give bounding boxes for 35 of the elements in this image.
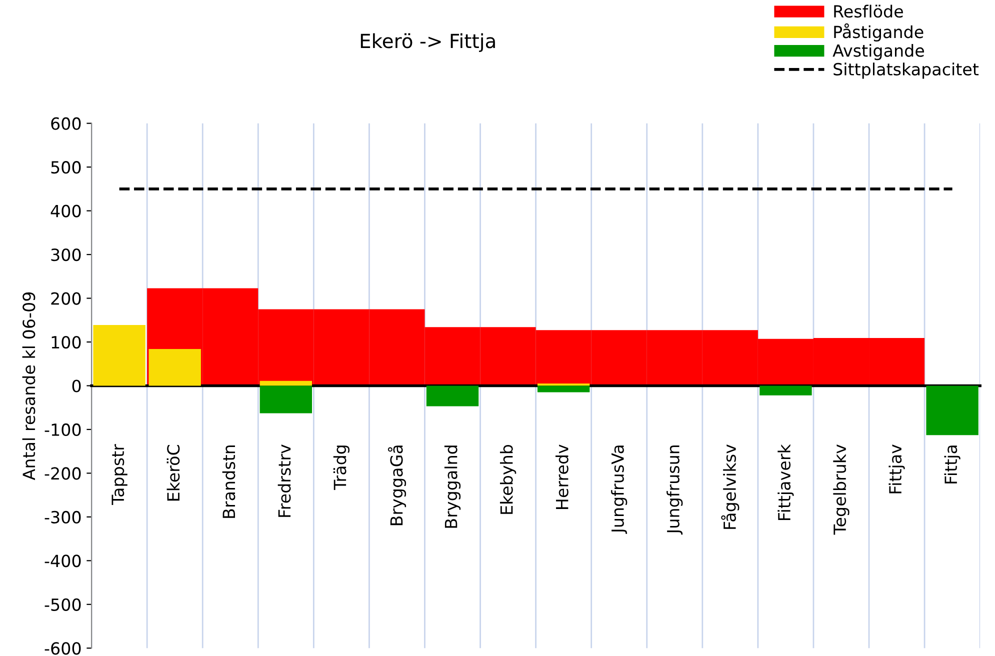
y-axis-title: Antal resande kl 06-09 [22,292,36,480]
y-tick-label: -500 [44,598,81,611]
y-tick-label: 300 [51,248,81,262]
y-tick-label: -300 [44,510,81,524]
legend-label: Sittplatskapacitet [834,62,979,79]
x-tick-label: Brandstn [222,445,236,518]
x-tick-label: Fittja [944,446,960,484]
x-tick-label: JungfrusVa [611,446,628,534]
y-tick-label: 100 [52,336,81,349]
legend-label: Avstigande [832,44,924,60]
x-tick-label: Jungfrusun [666,445,683,535]
x-tick-label: Fågelviksv [721,444,740,529]
y-tick-label: -100 [44,423,81,436]
legend-label: Påstigande [834,23,924,42]
x-tick-label: Tegelbrukv [833,444,850,535]
x-tick-label: Fittjav [888,444,905,494]
x-tick-label: Ekebyhb [500,444,516,514]
x-tick-label: Tappstr [112,444,128,505]
x-tick-label: Bryggalnd [444,446,461,528]
legend-label: Resflöde [834,4,903,18]
y-tick-label: -200 [44,467,81,480]
x-tick-label: Trädg [333,446,350,490]
x-tick-label: Herredv [556,444,568,509]
y-tick-label: -400 [44,554,81,568]
x-tick-label: BryggaGå [388,446,406,526]
y-tick-label: 0 [72,380,81,392]
x-tick-label: Fredrstrv [278,444,291,517]
chart-title: Ekerö -> Fittja [360,33,495,52]
y-tick-label: -600 [44,642,81,655]
y-tick-label: 400 [50,204,81,218]
x-tick-label: Fittjaverk [778,444,794,520]
y-tick-label: 600 [51,117,81,130]
x-tick-label: EkeröC [166,444,180,501]
y-tick-label: 200 [51,292,81,305]
y-tick-label: 500 [51,161,81,174]
